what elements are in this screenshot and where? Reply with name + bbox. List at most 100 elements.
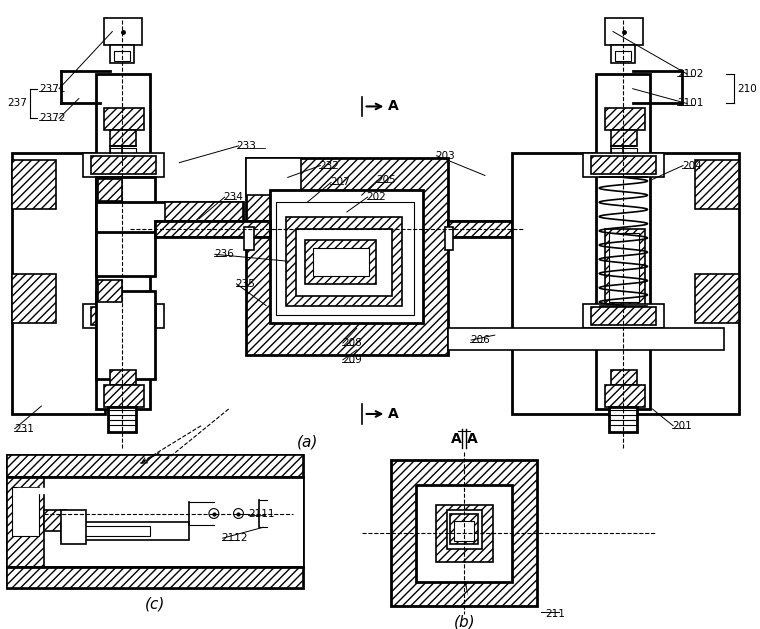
Bar [61, 522, 189, 540]
Bar [605, 18, 643, 45]
Text: (b): (b) [454, 615, 475, 629]
Text: 2371: 2371 [40, 84, 66, 94]
Bar [246, 158, 448, 355]
Bar [12, 487, 40, 536]
Bar [286, 217, 402, 306]
Bar [90, 306, 156, 325]
Bar [7, 455, 302, 477]
Text: 2112: 2112 [222, 533, 249, 543]
Bar [7, 455, 302, 588]
Bar [61, 526, 150, 536]
Text: 203: 203 [435, 151, 455, 161]
Bar [90, 156, 156, 174]
Bar [96, 177, 155, 276]
Bar [109, 407, 136, 431]
Bar [695, 160, 739, 209]
Bar [110, 148, 136, 155]
Bar [416, 485, 512, 582]
Text: 2372: 2372 [40, 113, 66, 123]
Text: 232: 232 [319, 160, 339, 170]
Bar [110, 130, 136, 146]
Bar [313, 248, 369, 276]
Text: (a): (a) [297, 434, 318, 449]
Bar [104, 386, 144, 407]
Text: 231: 231 [14, 424, 33, 434]
Text: A: A [467, 431, 477, 445]
Text: 201: 201 [672, 421, 692, 431]
Bar [611, 130, 637, 146]
Bar [605, 108, 644, 130]
Bar [391, 460, 537, 606]
Text: 2102: 2102 [677, 69, 704, 79]
Text: 2101: 2101 [677, 99, 704, 108]
Bar [12, 160, 56, 209]
Text: 209: 209 [342, 355, 362, 365]
Bar [448, 221, 512, 237]
Bar [454, 521, 474, 541]
Bar [445, 226, 454, 250]
Text: A: A [388, 99, 399, 113]
Text: 206: 206 [470, 335, 490, 345]
Bar [12, 153, 106, 414]
Bar [246, 158, 300, 195]
Bar [104, 18, 142, 45]
Bar [110, 45, 134, 63]
Bar [12, 274, 56, 323]
Text: 237: 237 [8, 99, 27, 108]
Bar [83, 153, 163, 177]
Bar [584, 153, 664, 177]
Bar [451, 515, 478, 544]
Bar [605, 386, 644, 407]
Text: 233: 233 [236, 141, 256, 151]
Bar [110, 370, 136, 386]
Bar [165, 202, 243, 231]
Bar [104, 108, 144, 130]
Bar [96, 74, 150, 409]
Bar [615, 51, 631, 61]
Bar [591, 306, 657, 325]
Bar [448, 221, 512, 237]
Bar [96, 202, 243, 231]
Bar [448, 328, 724, 350]
Text: A: A [451, 431, 461, 445]
Bar [96, 291, 155, 379]
Text: 204: 204 [682, 160, 701, 170]
Bar [591, 156, 657, 174]
Text: 2111: 2111 [249, 508, 275, 518]
Bar [306, 240, 376, 284]
Bar [584, 304, 664, 328]
Bar [609, 233, 638, 301]
Text: 202: 202 [366, 192, 386, 202]
Bar [97, 280, 122, 301]
Bar [7, 477, 302, 567]
Bar [695, 274, 739, 323]
Bar [276, 202, 414, 315]
Bar [611, 45, 635, 63]
Polygon shape [464, 582, 468, 596]
Bar [155, 221, 270, 237]
Bar [609, 407, 637, 431]
Bar [296, 229, 392, 296]
Text: A: A [388, 407, 399, 421]
Bar [83, 304, 163, 328]
Bar [611, 370, 637, 386]
Bar [597, 74, 651, 409]
Text: 210: 210 [737, 84, 757, 94]
Text: 234: 234 [223, 192, 243, 202]
Bar [44, 509, 66, 532]
Bar [435, 504, 492, 562]
Bar [155, 221, 270, 237]
Bar [7, 567, 302, 588]
Text: (c): (c) [144, 597, 165, 611]
Text: 211: 211 [545, 609, 565, 619]
Text: 235: 235 [236, 279, 255, 289]
Text: 236: 236 [214, 249, 234, 259]
Text: 208: 208 [342, 338, 362, 348]
Bar [245, 226, 255, 250]
Text: 207: 207 [330, 177, 350, 187]
Bar [605, 229, 644, 306]
Bar [114, 51, 130, 61]
Bar [270, 190, 423, 323]
Bar [448, 509, 482, 549]
Bar [512, 153, 739, 414]
